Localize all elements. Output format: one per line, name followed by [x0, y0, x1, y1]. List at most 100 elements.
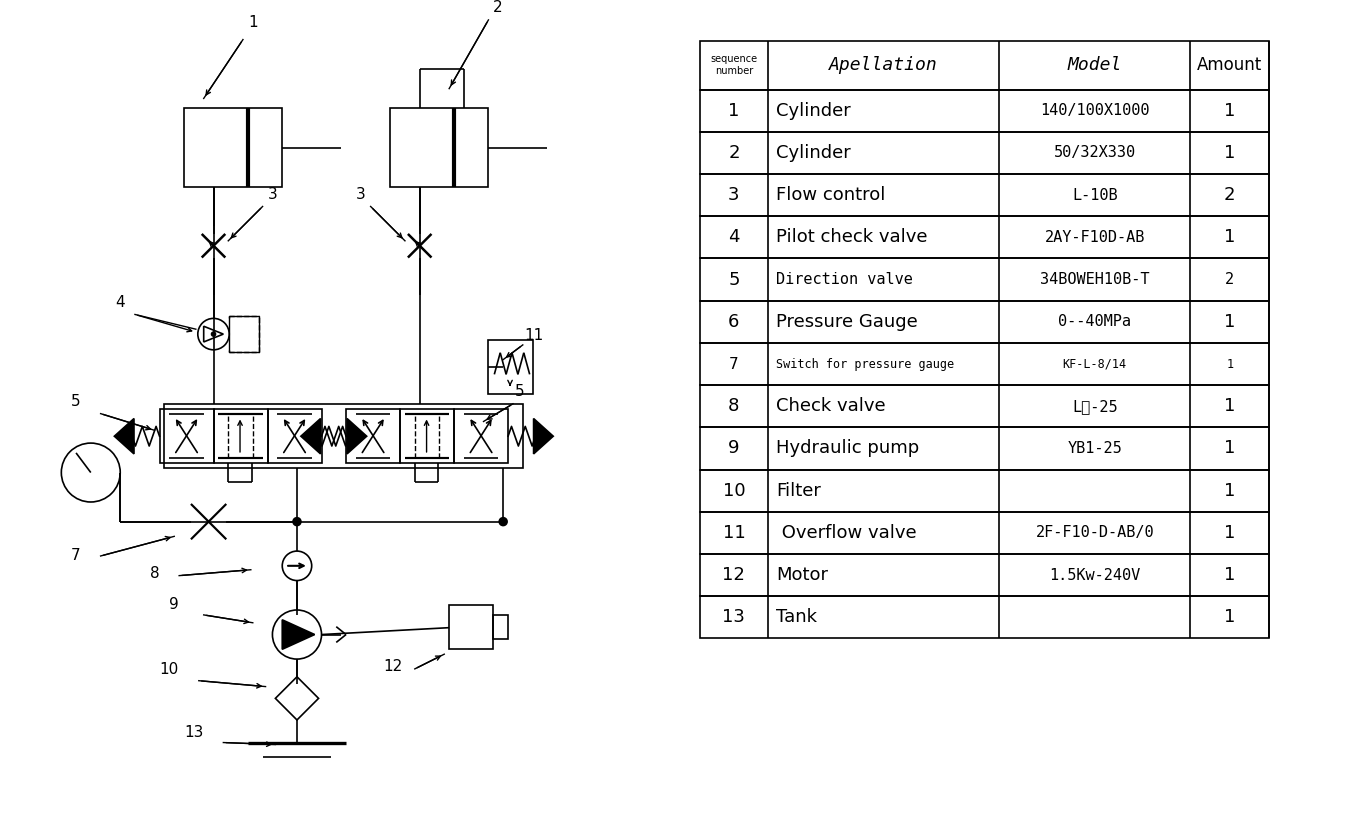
Text: 13: 13 [185, 724, 204, 739]
Text: 12: 12 [383, 659, 403, 674]
Bar [229, 316, 259, 352]
Text: YB1-25: YB1-25 [1068, 441, 1122, 456]
Text: 1: 1 [1224, 228, 1235, 246]
Text: Filter: Filter [776, 482, 821, 500]
Text: 140/100X1000: 140/100X1000 [1039, 103, 1150, 118]
Bar [185, 108, 282, 187]
Bar [700, 40, 1268, 89]
Text: 3: 3 [728, 186, 740, 204]
Text: 5: 5 [728, 271, 740, 288]
Polygon shape [301, 419, 321, 453]
Text: KF-L-8/14: KF-L-8/14 [1062, 358, 1127, 371]
Text: 1: 1 [1224, 609, 1235, 626]
Text: 10: 10 [159, 662, 179, 676]
Text: 1: 1 [1224, 566, 1235, 584]
Text: 1: 1 [1224, 482, 1235, 500]
Bar [213, 409, 267, 463]
Bar [159, 409, 213, 463]
Bar [391, 108, 488, 187]
Bar [700, 301, 1268, 343]
Text: 3: 3 [356, 187, 365, 202]
Text: 7: 7 [71, 548, 81, 563]
Bar [700, 512, 1268, 554]
Text: 1: 1 [1224, 439, 1235, 458]
Bar [700, 385, 1268, 427]
Text: Cylinder: Cylinder [776, 144, 851, 162]
Text: 10: 10 [723, 482, 745, 500]
Text: 2: 2 [1224, 186, 1236, 204]
Text: 1: 1 [1224, 313, 1235, 331]
Text: sequence
number: sequence number [710, 55, 758, 76]
Bar [164, 404, 523, 468]
Bar [488, 340, 532, 394]
Text: Flow control: Flow control [776, 186, 886, 204]
Text: Cylinder: Cylinder [776, 102, 851, 120]
Polygon shape [275, 676, 318, 720]
Text: 1: 1 [1227, 358, 1233, 371]
Bar [700, 343, 1268, 385]
Text: 8: 8 [150, 566, 159, 581]
Bar [346, 409, 400, 463]
Bar [449, 605, 493, 649]
Polygon shape [346, 419, 367, 453]
Text: 9: 9 [170, 597, 179, 612]
Text: 9: 9 [728, 439, 740, 458]
Bar [267, 409, 322, 463]
Text: Apellation: Apellation [829, 56, 938, 74]
Text: 7: 7 [729, 357, 739, 372]
Text: 50/32X330: 50/32X330 [1054, 145, 1136, 160]
Polygon shape [115, 419, 133, 453]
Text: Model: Model [1068, 56, 1122, 74]
Text: 1.5Kw-240V: 1.5Kw-240V [1049, 567, 1140, 582]
Polygon shape [282, 620, 314, 649]
Text: Motor: Motor [776, 566, 828, 584]
Text: Check valve: Check valve [776, 397, 886, 415]
Text: 6: 6 [728, 313, 740, 331]
Text: 1: 1 [1224, 144, 1235, 162]
Text: Switch for pressure gauge: Switch for pressure gauge [776, 358, 954, 371]
Text: Pressure Gauge: Pressure Gauge [776, 313, 918, 331]
Text: 12: 12 [723, 566, 745, 584]
Text: 11: 11 [723, 524, 745, 542]
Bar [493, 615, 508, 639]
Bar [700, 470, 1268, 512]
Text: 0--40MPa: 0--40MPa [1058, 315, 1131, 330]
Bar [700, 174, 1268, 216]
Text: 2: 2 [1225, 272, 1235, 287]
Text: 1: 1 [248, 15, 257, 30]
Text: 2F-F10-D-AB/0: 2F-F10-D-AB/0 [1035, 525, 1154, 540]
Bar [700, 259, 1268, 301]
Text: Tank: Tank [776, 609, 817, 626]
Text: 1: 1 [1224, 102, 1235, 120]
Circle shape [212, 332, 216, 336]
Bar [454, 409, 508, 463]
Circle shape [499, 518, 507, 525]
Text: 5: 5 [71, 394, 81, 409]
Text: 1: 1 [1224, 524, 1235, 542]
Text: Hydraulic pump: Hydraulic pump [776, 439, 919, 458]
Text: 1: 1 [728, 102, 740, 120]
Text: 11: 11 [524, 328, 545, 343]
Text: 13: 13 [723, 609, 745, 626]
Text: 2AY-F10D-AB: 2AY-F10D-AB [1045, 230, 1144, 244]
Bar [700, 89, 1268, 132]
Circle shape [293, 518, 301, 525]
Text: 2: 2 [493, 0, 503, 15]
Text: L型-25: L型-25 [1072, 399, 1117, 414]
Text: 4: 4 [728, 228, 740, 246]
Bar [700, 554, 1268, 596]
Text: 5: 5 [515, 384, 524, 399]
Text: 34BOWEH10B-T: 34BOWEH10B-T [1039, 272, 1150, 287]
Bar [700, 132, 1268, 174]
Text: Pilot check valve: Pilot check valve [776, 228, 927, 246]
Bar [700, 216, 1268, 259]
Text: 8: 8 [728, 397, 740, 415]
Polygon shape [534, 419, 553, 453]
Bar [400, 409, 454, 463]
Text: Direction valve: Direction valve [776, 272, 913, 287]
Text: 1: 1 [1224, 397, 1235, 415]
Text: 4: 4 [116, 295, 125, 310]
Text: Amount: Amount [1197, 56, 1262, 74]
Polygon shape [204, 326, 224, 342]
Bar [700, 596, 1268, 638]
